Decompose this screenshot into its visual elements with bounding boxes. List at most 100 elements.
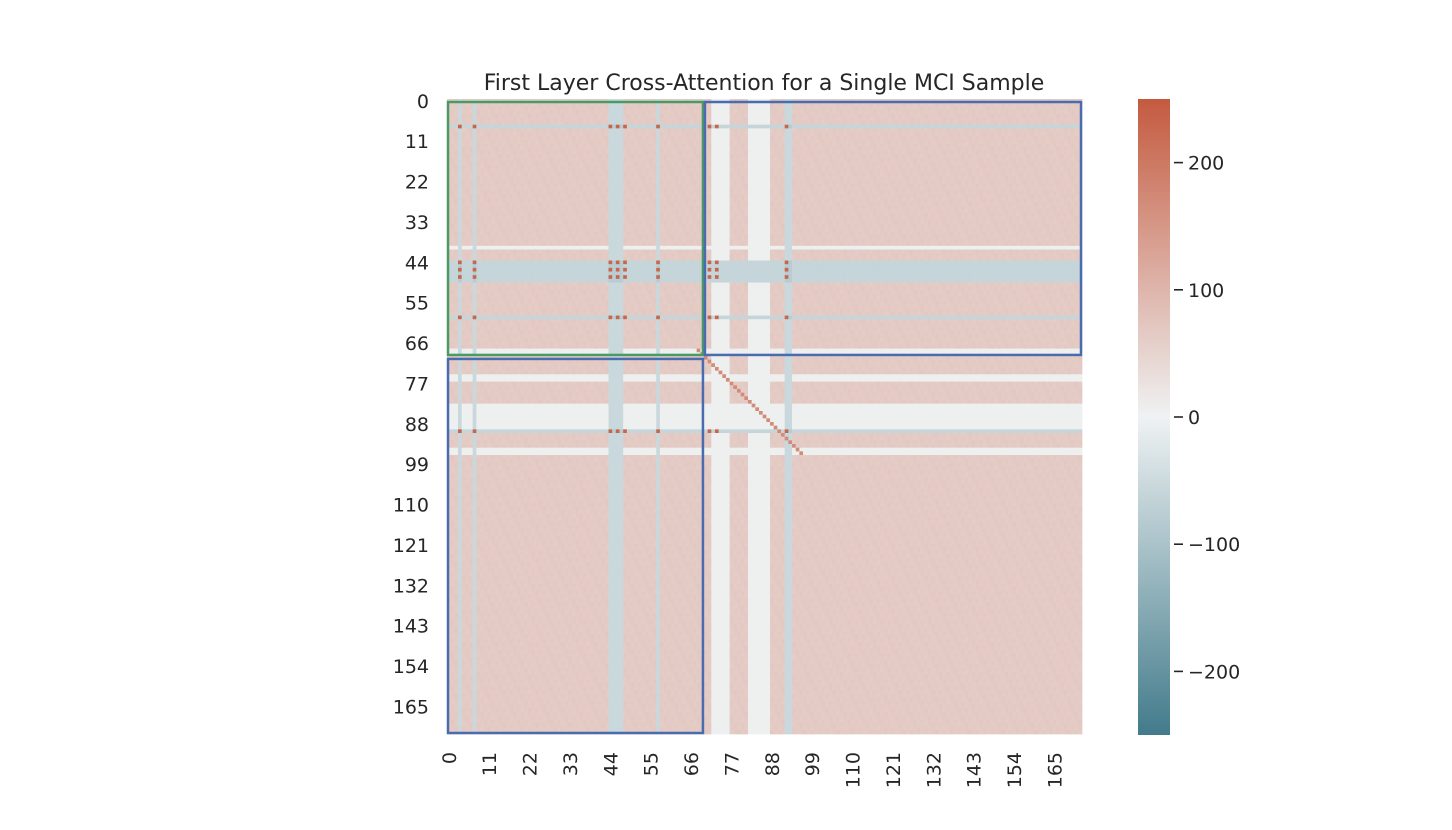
heatmap-cell [839, 168, 844, 173]
heatmap-cell [674, 139, 679, 144]
heatmap-cell [880, 168, 885, 173]
heatmap-cell [513, 102, 518, 107]
heatmap-cell [505, 146, 510, 151]
heatmap-cell [960, 168, 965, 173]
heatmap-cell [612, 165, 617, 170]
heatmap-cell [990, 146, 995, 151]
heatmap-cell [483, 176, 488, 181]
heatmap-cell [894, 176, 899, 181]
heatmap-cell [1059, 113, 1064, 118]
heatmap-cell [935, 135, 940, 140]
heatmap-cell [597, 117, 602, 122]
heatmap-cell [494, 172, 499, 177]
heatmap-cell [938, 139, 943, 144]
heatmap-cell [472, 110, 477, 115]
heatmap-cell [718, 187, 723, 192]
heatmap-cell [546, 121, 551, 126]
heatmap-cell [601, 179, 606, 184]
heatmap-cell [531, 183, 536, 188]
heatmap-cell [736, 139, 741, 144]
heatmap-cell [725, 135, 730, 140]
heatmap-cell [575, 190, 580, 195]
heatmap-cell [997, 190, 1002, 195]
heatmap-cell [993, 124, 998, 129]
heatmap-cell [810, 179, 815, 184]
heatmap-cell [652, 132, 657, 137]
heatmap-cell [1059, 132, 1064, 137]
heatmap-cell [593, 110, 598, 115]
heatmap-cell [883, 139, 888, 144]
heatmap-cell [648, 132, 653, 137]
heatmap-cell [982, 113, 987, 118]
heatmap-cell [454, 128, 459, 133]
heatmap-cell [711, 139, 716, 144]
heatmap-cell [773, 154, 778, 159]
heatmap-cell [608, 110, 613, 115]
heatmap-cell [1037, 198, 1042, 203]
heatmap-cell [692, 121, 697, 126]
heatmap-cell [997, 165, 1002, 170]
heatmap-cell [905, 194, 910, 199]
heatmap-cell [513, 113, 518, 118]
heatmap-cell [1048, 154, 1053, 159]
heatmap-cell [990, 132, 995, 137]
heatmap-cell [751, 198, 756, 203]
heatmap-cell [1001, 146, 1006, 151]
heatmap-cell [656, 128, 661, 133]
heatmap-cell [971, 124, 976, 129]
heatmap-cell [946, 121, 951, 126]
heatmap-cell [872, 150, 877, 155]
heatmap-cell [1059, 176, 1064, 181]
heatmap-cell [601, 121, 606, 126]
heatmap-cell [894, 102, 899, 107]
heatmap-cell [1048, 102, 1053, 107]
heatmap-cell [681, 121, 686, 126]
heatmap-cell [1070, 161, 1076, 166]
heatmap-cell [865, 201, 870, 206]
heatmap-cell [770, 132, 775, 137]
heatmap-cell [590, 113, 595, 118]
heatmap-cell [733, 187, 738, 192]
heatmap-cell [1074, 146, 1079, 151]
heatmap-cell [766, 190, 771, 195]
heatmap-cell [535, 132, 540, 137]
heatmap-cell [758, 179, 764, 184]
heatmap-cell [740, 172, 745, 177]
heatmap-cell [755, 183, 760, 188]
heatmap-cell [641, 117, 646, 122]
heatmap-cell [861, 176, 866, 181]
heatmap-cell [564, 187, 569, 192]
heatmap-cell [1001, 176, 1006, 181]
heatmap-cell [751, 117, 756, 122]
heatmap-cell [894, 139, 899, 144]
heatmap-cell [564, 176, 569, 181]
heatmap-cell [1019, 139, 1024, 144]
heatmap-cell [751, 154, 756, 159]
heatmap-cell [821, 194, 826, 199]
heatmap-cell [1041, 139, 1046, 144]
heatmap-cell [461, 172, 466, 177]
heatmap-cell [982, 150, 987, 155]
heatmap-cell [494, 198, 499, 203]
heatmap-cell [696, 121, 701, 126]
heatmap-cell [564, 172, 569, 177]
heatmap-cell [1001, 194, 1006, 199]
heatmap-cell [736, 124, 741, 129]
heatmap-cell [630, 190, 635, 195]
heatmap-cell [1004, 183, 1009, 188]
heatmap-cell [832, 113, 837, 118]
heatmap-cell [696, 157, 701, 162]
heatmap-cell [641, 168, 646, 173]
heatmap-cell [608, 168, 613, 173]
heatmap-cell [505, 161, 510, 166]
heatmap-cell [520, 161, 525, 166]
heatmap-cell [582, 172, 587, 177]
heatmap-cell [806, 110, 811, 115]
heatmap-cell [847, 146, 852, 151]
heatmap-cell [564, 190, 569, 195]
heatmap-cell [590, 157, 595, 162]
heatmap-cell [542, 143, 547, 148]
heatmap-cell [652, 121, 657, 126]
heatmap-cell [964, 165, 969, 170]
heatmap-cell [1001, 168, 1006, 173]
